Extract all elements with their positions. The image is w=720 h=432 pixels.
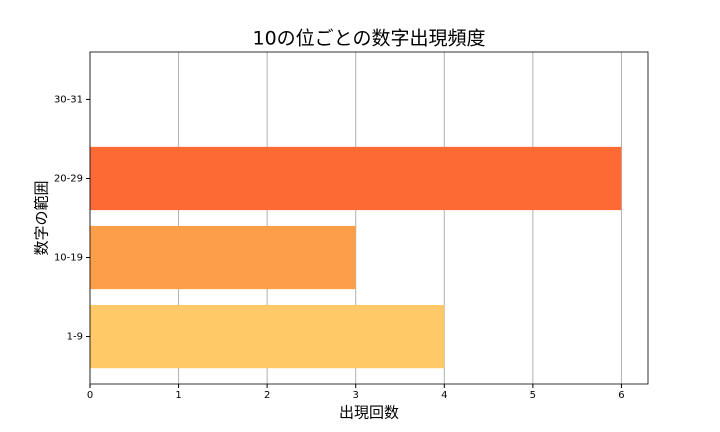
x-tick-label: 2 [264, 390, 270, 401]
bar [90, 225, 356, 290]
plot-frame [89, 51, 649, 385]
x-tick-label: 5 [530, 390, 536, 401]
bar [90, 146, 622, 211]
y-axis-label: 数字の範囲 [33, 180, 51, 255]
chart-title: 10の位ごとの数字出現頻度 [253, 28, 486, 50]
x-tick-label: 1 [175, 390, 181, 401]
x-tick-label: 3 [353, 390, 359, 401]
x-tick-label: 4 [441, 390, 447, 401]
y-tick-label: 20-29 [54, 173, 83, 184]
y-tick-label: 1-9 [67, 332, 83, 343]
y-tick-label: 10-19 [54, 253, 83, 264]
bar [90, 304, 445, 369]
x-tick-label: 6 [618, 390, 624, 401]
x-axis-label: 出現回数 [339, 404, 399, 422]
x-tick-label: 0 [87, 390, 93, 401]
y-tick-label: 30-31 [54, 94, 83, 105]
